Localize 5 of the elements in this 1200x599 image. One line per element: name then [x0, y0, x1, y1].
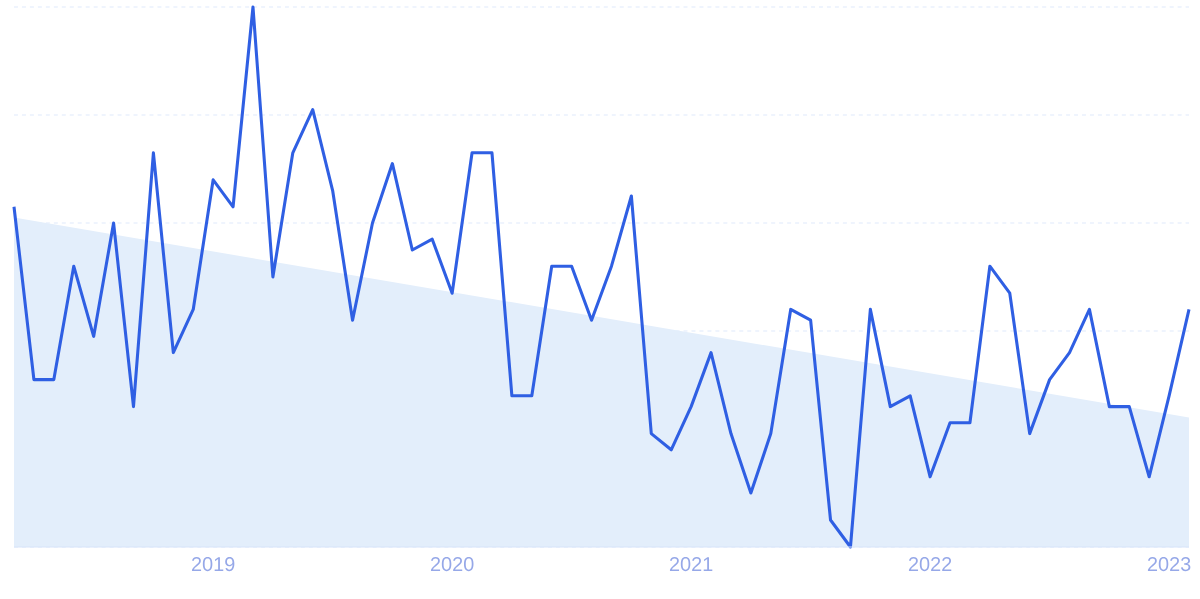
- x-tick-label: 2021: [669, 557, 713, 572]
- x-tick-label: 2019: [191, 557, 235, 572]
- x-tick-label: 2020: [430, 557, 474, 572]
- x-tick-label: 2022: [908, 557, 952, 572]
- x-tick-label: 2023: [1147, 557, 1191, 572]
